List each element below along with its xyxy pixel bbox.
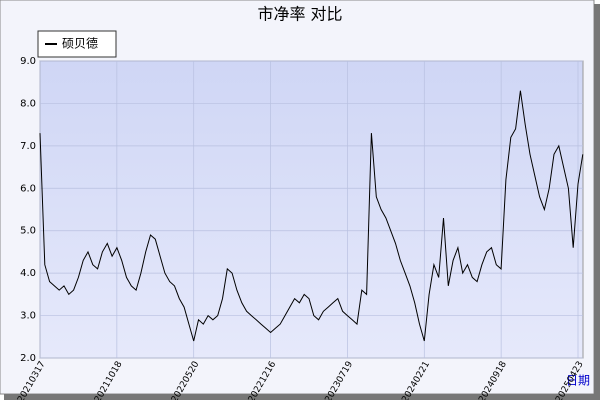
y-tick-label: 4.0 — [20, 268, 36, 279]
shadow — [594, 4, 600, 400]
x-axis-label: 日期 — [566, 374, 590, 388]
chart-title: 市净率 对比 — [257, 5, 342, 24]
plot-area — [39, 60, 584, 359]
y-tick-label: 8.0 — [20, 98, 36, 109]
shadow — [4, 394, 600, 400]
y-tick-label: 7.0 — [20, 141, 36, 152]
y-tick-label: 2.0 — [20, 353, 36, 364]
y-tick-label: 5.0 — [20, 226, 36, 237]
legend-label: 硕贝德 — [62, 36, 98, 51]
y-tick-label: 9.0 — [20, 56, 36, 67]
y-tick-label: 6.0 — [20, 183, 36, 194]
line-series — [39, 90, 584, 342]
y-tick-label: 3.0 — [20, 311, 36, 322]
